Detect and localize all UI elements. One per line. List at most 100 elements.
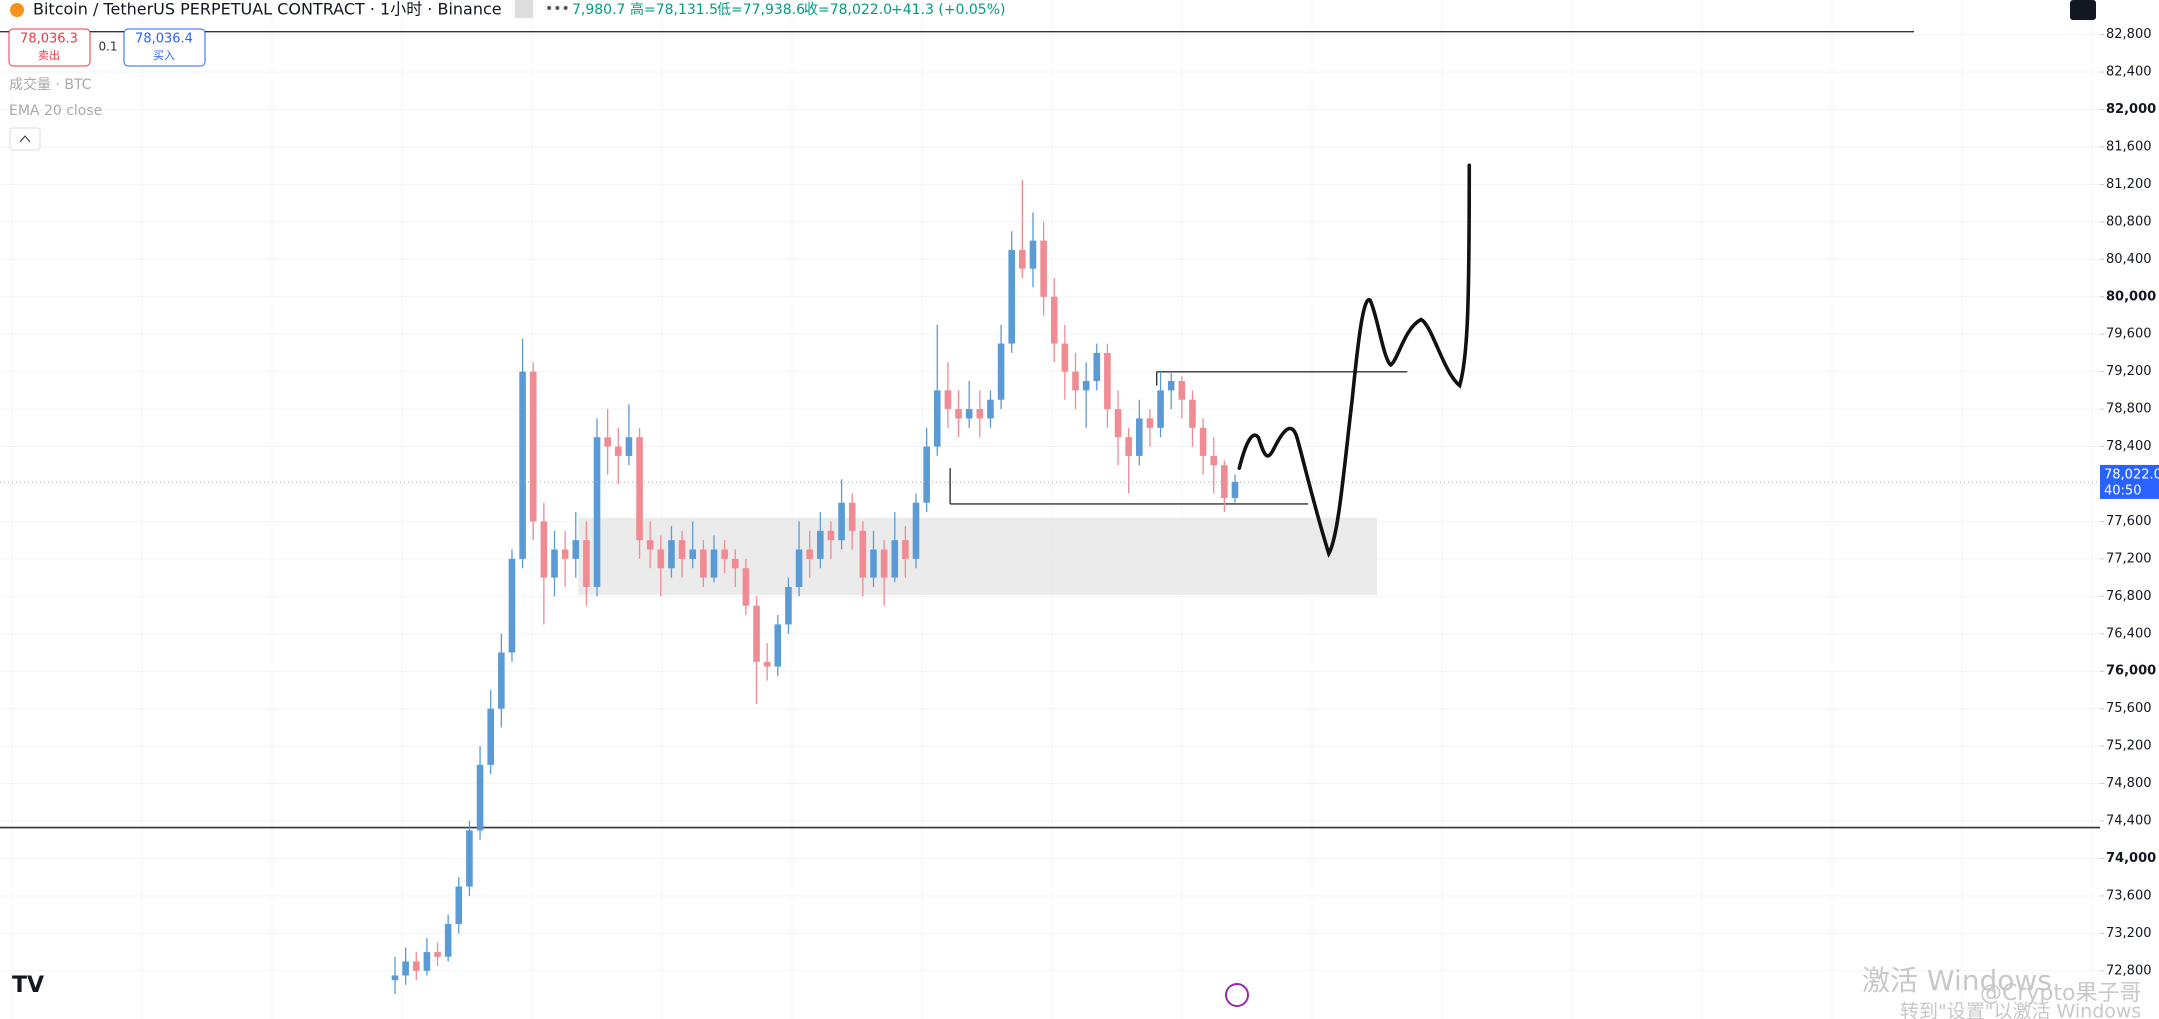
indicator-volume[interactable]: 成交量 · BTC xyxy=(9,76,92,93)
candle-body xyxy=(678,540,686,559)
candle-body xyxy=(1040,240,1047,297)
candle-body xyxy=(1146,418,1154,428)
indicator-ema[interactable]: EMA 20 close xyxy=(9,103,102,119)
sell-price: 78,036.3 xyxy=(20,32,78,47)
candle-body xyxy=(508,558,516,653)
candle-body xyxy=(668,540,675,569)
zone xyxy=(578,517,1377,595)
candle-body xyxy=(774,624,782,667)
projection xyxy=(1237,163,1472,558)
symbol-title: Bitcoin / TetherUS PERPETUAL CONTRACT · … xyxy=(33,0,502,19)
candle-body xyxy=(965,409,973,419)
y-tick-label: 82,800 xyxy=(2106,27,2152,42)
candle-body xyxy=(700,549,707,578)
y-tick-label: 77,600 xyxy=(2106,514,2152,529)
collapse-button[interactable] xyxy=(9,127,41,151)
y-tick-label: 75,600 xyxy=(2106,701,2152,716)
candle-body xyxy=(902,540,909,559)
candle-body xyxy=(827,530,835,541)
watermark: @Crypto果子哥 xyxy=(1980,981,2141,1006)
candle-body xyxy=(614,446,622,456)
candle-body xyxy=(561,549,569,559)
candle-body xyxy=(721,549,728,559)
ohlc-open: 7,980.7 xyxy=(572,2,625,18)
y-tick-label: 73,600 xyxy=(2106,888,2152,903)
candle-body xyxy=(391,975,399,981)
candles xyxy=(0,179,2100,995)
y-tick-label: 74,800 xyxy=(2106,776,2152,791)
candle-body xyxy=(1136,418,1143,456)
candle-body xyxy=(933,390,941,447)
candle-body xyxy=(540,521,548,578)
icon[interactable] xyxy=(515,0,533,18)
candle-body xyxy=(1178,381,1186,400)
candle-body xyxy=(572,540,580,559)
candle-body xyxy=(1019,249,1026,269)
candle-body xyxy=(1029,240,1037,269)
y-tick-label: 80,400 xyxy=(2106,252,2152,267)
candle-body xyxy=(753,605,760,662)
y-tick-label: 74,400 xyxy=(2106,814,2152,829)
hand-drawn-path xyxy=(1237,163,1472,558)
candle-body xyxy=(519,371,526,559)
candle-body xyxy=(466,830,473,887)
candle-body xyxy=(593,437,601,587)
candle-body xyxy=(423,952,431,971)
chevron xyxy=(19,135,31,143)
candle-body xyxy=(912,502,920,559)
menu-dots[interactable]: ••• xyxy=(545,1,570,17)
candle-body xyxy=(1231,481,1239,499)
candle-body xyxy=(487,708,494,765)
buy-label: 买入 xyxy=(153,49,175,62)
y-tick-label: 76,800 xyxy=(2106,589,2152,604)
tv-logo[interactable]: TV xyxy=(12,973,44,998)
candle-body xyxy=(412,961,420,971)
candle-body xyxy=(976,409,984,419)
candle-body xyxy=(1167,381,1175,391)
candle-body xyxy=(1093,352,1101,382)
header: Bitcoin / TetherUS PERPETUAL CONTRACT · … xyxy=(8,0,2096,151)
ohlc-close: 收=78,022.0 xyxy=(804,2,892,18)
reset-button[interactable] xyxy=(2070,0,2096,20)
candle-body xyxy=(838,502,845,541)
scroll-button[interactable] xyxy=(2040,0,2066,20)
flash-icon[interactable] xyxy=(1225,983,1249,1007)
candle-body xyxy=(880,549,888,578)
ohlc-change: +41.3 (+0.05%) xyxy=(891,2,1005,18)
candle-body xyxy=(529,371,537,522)
buy-button[interactable] xyxy=(123,28,206,67)
candle-body xyxy=(859,530,867,578)
y-tick-label: 72,800 xyxy=(2106,963,2152,978)
price-axis xyxy=(2100,0,2159,1019)
y-tick-label: 79,600 xyxy=(2106,327,2152,342)
candle-body xyxy=(997,343,1005,400)
candle-body xyxy=(636,437,643,541)
candle-body xyxy=(657,549,665,569)
candle-body xyxy=(923,446,930,503)
ohlc-high: 高=78,131.5 xyxy=(630,1,718,18)
candle-body xyxy=(1125,437,1132,456)
candle-body xyxy=(1199,427,1207,456)
candle-body xyxy=(402,961,409,976)
watermark: 激活 Windows xyxy=(1862,964,2052,997)
y-tick-label: 75,200 xyxy=(2106,739,2152,754)
y-tick-label: 81,600 xyxy=(2106,139,2152,154)
candle-body xyxy=(987,399,994,419)
y-tick-label: 78,400 xyxy=(2106,439,2152,454)
y-tick-label: 81,200 xyxy=(2106,177,2152,192)
last-price-box xyxy=(2100,464,2159,499)
candle-body xyxy=(646,540,654,550)
y-tick-label: 77,200 xyxy=(2106,551,2152,566)
candle-body xyxy=(498,652,505,709)
watermark: 转到"设置"以激活 Windows xyxy=(1900,1001,2141,1019)
candle-body xyxy=(444,923,452,957)
quantity: 0.1 xyxy=(98,40,117,54)
y-tick-label: 76,400 xyxy=(2106,626,2152,641)
candle-body xyxy=(455,886,463,924)
candle-body xyxy=(870,549,877,578)
candle-body xyxy=(944,390,952,410)
sell-button[interactable] xyxy=(8,28,91,67)
candle-body xyxy=(763,661,771,667)
y-tick-label: 78,800 xyxy=(2106,402,2152,417)
